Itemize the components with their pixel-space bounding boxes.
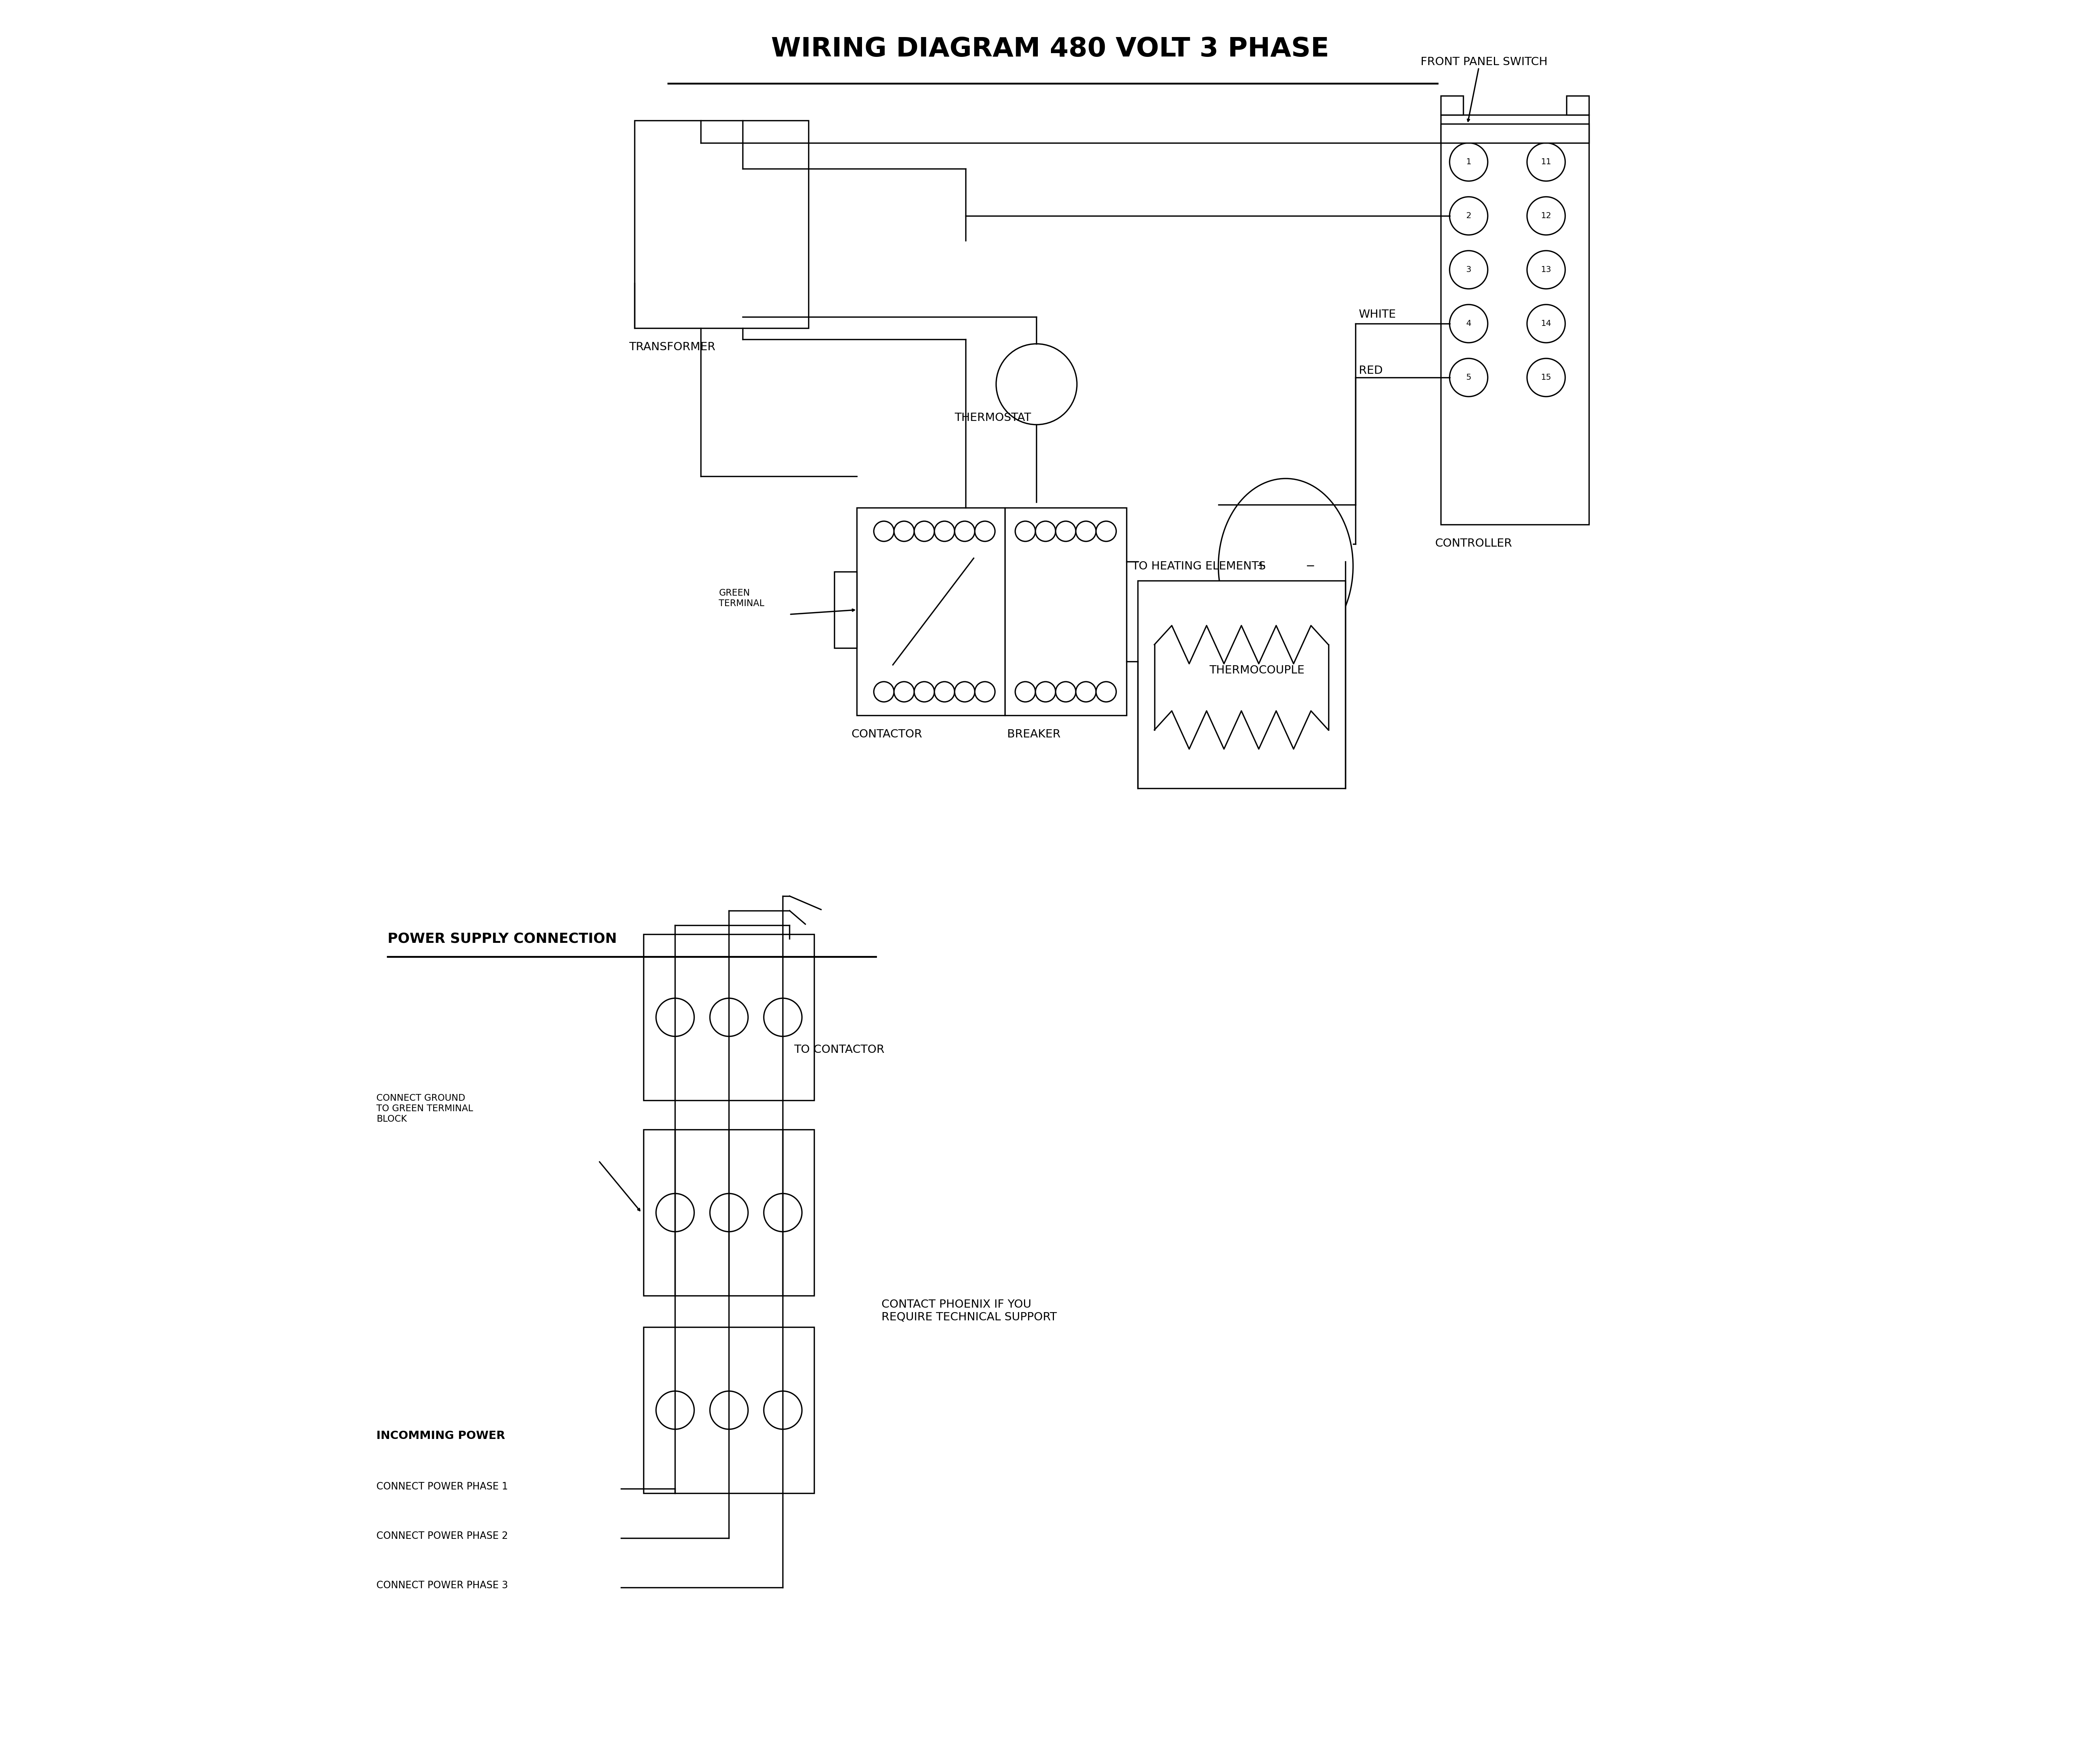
Circle shape — [710, 998, 748, 1037]
Circle shape — [1527, 358, 1564, 396]
Circle shape — [1096, 522, 1117, 541]
Circle shape — [895, 522, 914, 541]
Text: 3: 3 — [1466, 265, 1472, 274]
Text: CONNECT POWER PHASE 3: CONNECT POWER PHASE 3 — [376, 1581, 508, 1590]
Bar — [857, 508, 1006, 715]
Bar — [1006, 508, 1126, 715]
Text: CONNECT GROUND
TO GREEN TERMINAL
BLOCK: CONNECT GROUND TO GREEN TERMINAL BLOCK — [376, 1094, 473, 1124]
Circle shape — [1056, 682, 1075, 701]
Text: BREAKER: BREAKER — [1008, 729, 1060, 740]
Circle shape — [1014, 682, 1035, 701]
Text: CONNECT POWER PHASE 1: CONNECT POWER PHASE 1 — [376, 1482, 508, 1492]
Circle shape — [956, 682, 974, 701]
Circle shape — [974, 522, 995, 541]
Text: INCOMMING POWER: INCOMMING POWER — [376, 1431, 506, 1441]
Bar — [1567, 96, 1590, 115]
Circle shape — [1449, 143, 1487, 181]
Circle shape — [1449, 197, 1487, 236]
Circle shape — [1449, 358, 1487, 396]
Ellipse shape — [1218, 478, 1352, 654]
Text: CONNECT POWER PHASE 2: CONNECT POWER PHASE 2 — [376, 1532, 508, 1541]
Circle shape — [764, 998, 802, 1037]
Bar — [834, 572, 857, 647]
Circle shape — [764, 1194, 802, 1232]
Text: −: − — [1306, 560, 1315, 572]
Circle shape — [1527, 305, 1564, 342]
Circle shape — [995, 344, 1077, 424]
Bar — [634, 120, 809, 328]
Circle shape — [956, 522, 974, 541]
Text: 12: 12 — [1541, 213, 1552, 220]
Circle shape — [914, 682, 935, 701]
Text: POWER SUPPLY CONNECTION: POWER SUPPLY CONNECTION — [388, 932, 617, 946]
Text: +: + — [1256, 560, 1266, 572]
Circle shape — [1096, 682, 1117, 701]
Bar — [1138, 581, 1346, 789]
Circle shape — [1075, 682, 1096, 701]
Text: TO CONTACTOR: TO CONTACTOR — [794, 1044, 884, 1056]
Text: WHITE: WHITE — [1359, 309, 1397, 319]
Text: 11: 11 — [1541, 159, 1552, 166]
Circle shape — [655, 1391, 695, 1429]
Circle shape — [895, 682, 914, 701]
Bar — [1441, 115, 1590, 525]
Circle shape — [1035, 682, 1056, 701]
Circle shape — [974, 682, 995, 701]
Bar — [1441, 124, 1590, 143]
Circle shape — [710, 1194, 748, 1232]
Circle shape — [934, 682, 956, 701]
Circle shape — [764, 1391, 802, 1429]
Bar — [645, 1129, 815, 1297]
Text: THERMOSTAT: THERMOSTAT — [956, 412, 1031, 422]
Text: RED: RED — [1359, 365, 1382, 377]
Circle shape — [874, 522, 895, 541]
Text: 2: 2 — [1466, 213, 1472, 220]
Text: 14: 14 — [1541, 319, 1552, 328]
Text: TO HEATING ELEMENTS: TO HEATING ELEMENTS — [1132, 560, 1266, 572]
Text: WIRING DIAGRAM 480 VOLT 3 PHASE: WIRING DIAGRAM 480 VOLT 3 PHASE — [771, 37, 1329, 63]
Text: 5: 5 — [1466, 373, 1472, 380]
Circle shape — [1449, 305, 1487, 342]
Circle shape — [1527, 251, 1564, 290]
Bar — [645, 934, 815, 1101]
Text: THERMOCOUPLE: THERMOCOUPLE — [1210, 665, 1304, 675]
Circle shape — [655, 1194, 695, 1232]
Text: GREEN
TERMINAL: GREEN TERMINAL — [718, 588, 764, 607]
Text: 13: 13 — [1541, 265, 1552, 274]
Text: CONTACT PHOENIX IF YOU
REQUIRE TECHNICAL SUPPORT: CONTACT PHOENIX IF YOU REQUIRE TECHNICAL… — [882, 1298, 1056, 1323]
Text: FRONT PANEL SWITCH: FRONT PANEL SWITCH — [1420, 56, 1548, 68]
Circle shape — [1075, 522, 1096, 541]
Circle shape — [914, 522, 935, 541]
Text: 15: 15 — [1541, 373, 1552, 380]
Circle shape — [655, 998, 695, 1037]
Text: TRANSFORMER: TRANSFORMER — [630, 342, 716, 352]
Circle shape — [1035, 522, 1056, 541]
Text: CONTACTOR: CONTACTOR — [851, 729, 922, 740]
Circle shape — [1449, 251, 1487, 290]
Circle shape — [874, 682, 895, 701]
Circle shape — [1527, 197, 1564, 236]
Text: CONTROLLER: CONTROLLER — [1434, 537, 1512, 550]
Circle shape — [1527, 143, 1564, 181]
Circle shape — [710, 1391, 748, 1429]
Text: 1: 1 — [1466, 159, 1472, 166]
Bar — [1441, 96, 1464, 115]
Circle shape — [934, 522, 956, 541]
Bar — [645, 1328, 815, 1494]
Circle shape — [1014, 522, 1035, 541]
Text: 4: 4 — [1466, 319, 1472, 328]
Circle shape — [1056, 522, 1075, 541]
